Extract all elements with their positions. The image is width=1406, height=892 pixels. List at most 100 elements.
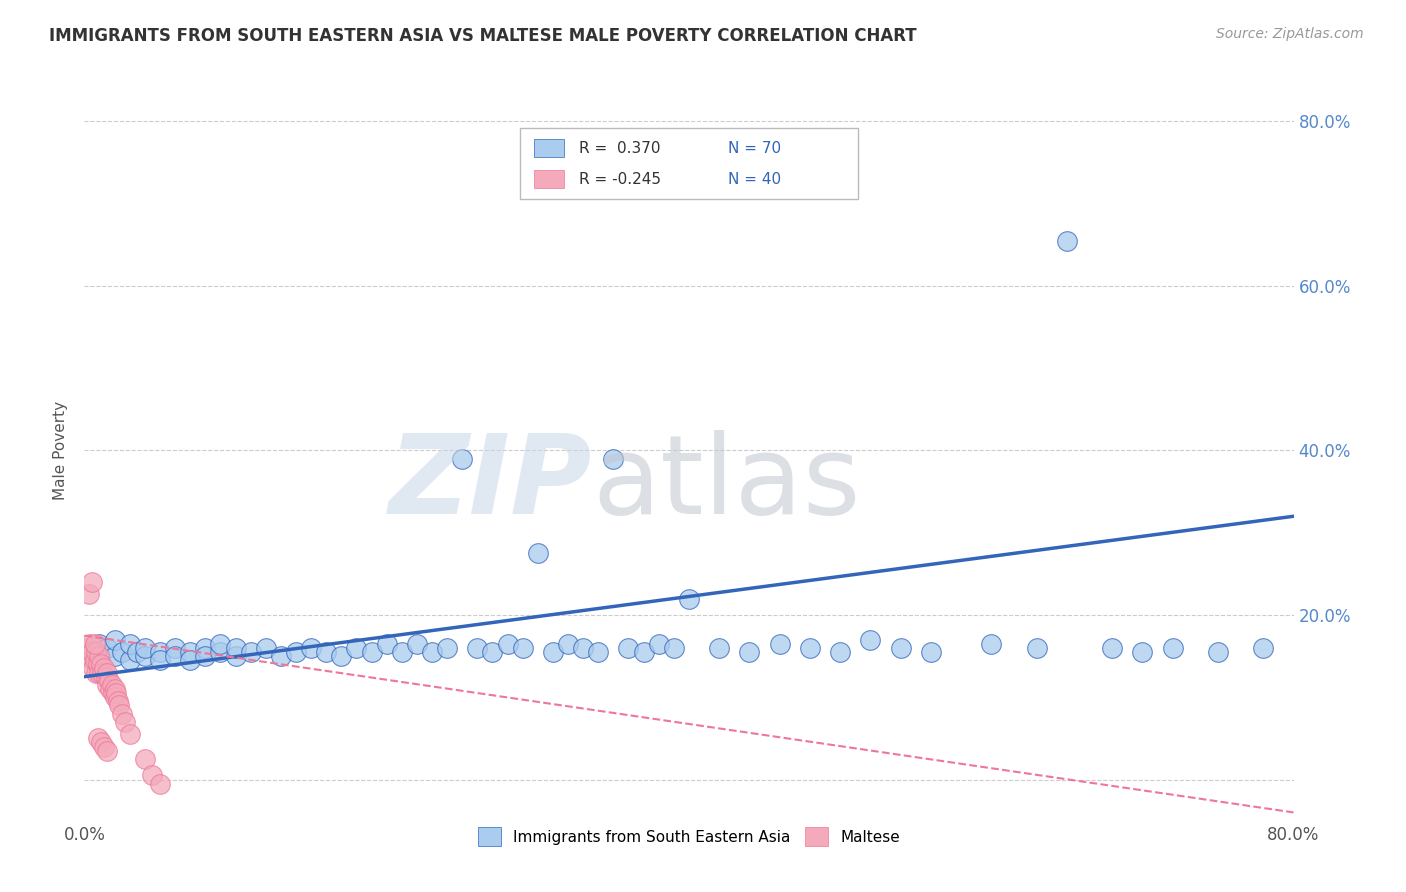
Point [118,727,141,741]
Point [98,681,121,696]
Point [87,657,110,672]
Point [602,451,624,466]
Point [920,645,942,659]
Point [80,645,103,659]
Point [149,776,172,791]
Point [617,640,640,655]
Point [134,640,156,655]
Point [89,637,111,651]
Point [496,637,519,651]
Point [572,640,595,655]
Point [134,752,156,766]
Point [830,645,852,659]
Text: R =  0.370: R = 0.370 [579,141,661,155]
Point [194,640,217,655]
Point [104,690,127,705]
Text: IMMIGRANTS FROM SOUTH EASTERN ASIA VS MALTESE MALE POVERTY CORRELATION CHART: IMMIGRANTS FROM SOUTH EASTERN ASIA VS MA… [49,27,917,45]
Point [118,637,141,651]
Point [84,637,107,651]
Point [270,649,292,664]
FancyBboxPatch shape [520,128,858,199]
Point [89,665,111,680]
Point [890,640,912,655]
Point [90,735,112,749]
Point [179,645,201,659]
Point [541,645,564,659]
Point [107,694,129,708]
Point [89,649,111,664]
Point [406,637,429,651]
Point [96,665,118,680]
Point [96,744,118,758]
Point [100,678,122,692]
Point [738,645,761,659]
Point [179,653,201,667]
Point [96,640,118,655]
Point [149,645,172,659]
Point [104,681,127,696]
Point [1101,640,1123,655]
Point [104,632,127,647]
Point [165,649,187,664]
Point [87,731,110,746]
Point [80,645,103,659]
Point [86,645,108,659]
Point [709,640,731,655]
Point [82,661,104,675]
Point [436,640,458,655]
Point [633,645,655,659]
Point [1253,640,1275,655]
Point [134,649,156,664]
Point [239,645,262,659]
Point [97,673,120,688]
Point [80,575,103,590]
Text: R = -0.245: R = -0.245 [579,171,661,186]
Point [194,649,217,664]
Point [105,686,128,700]
Y-axis label: Male Poverty: Male Poverty [53,401,69,500]
Point [141,768,163,782]
Point [108,698,131,713]
Point [96,678,118,692]
Point [93,661,115,675]
Point [1206,645,1229,659]
Point [285,645,308,659]
Point [315,645,337,659]
Legend: Immigrants from South Eastern Asia, Maltese: Immigrants from South Eastern Asia, Malt… [470,820,908,854]
Point [1161,640,1184,655]
Point [1056,234,1078,248]
Point [391,645,413,659]
Point [254,640,277,655]
Point [648,637,671,651]
Point [557,637,579,651]
Point [1025,640,1047,655]
Point [662,640,685,655]
Point [79,637,101,651]
Point [89,653,111,667]
Point [91,665,114,680]
Point [1130,645,1153,659]
Point [80,653,103,667]
Text: ZIP: ZIP [388,430,592,537]
Text: N = 40: N = 40 [728,171,780,186]
Point [76,640,98,655]
Point [527,546,550,560]
Point [90,657,112,672]
Point [859,632,882,647]
Point [451,451,474,466]
Text: atlas: atlas [592,430,860,537]
Point [420,645,443,659]
Point [86,665,108,680]
Point [299,640,322,655]
Point [360,645,382,659]
Point [330,649,353,664]
Point [209,637,232,651]
Point [799,640,821,655]
Point [209,645,232,659]
Point [84,653,107,667]
Point [94,670,117,684]
Point [980,637,1002,651]
Text: Source: ZipAtlas.com: Source: ZipAtlas.com [1216,27,1364,41]
FancyBboxPatch shape [534,169,564,188]
Point [77,649,100,664]
